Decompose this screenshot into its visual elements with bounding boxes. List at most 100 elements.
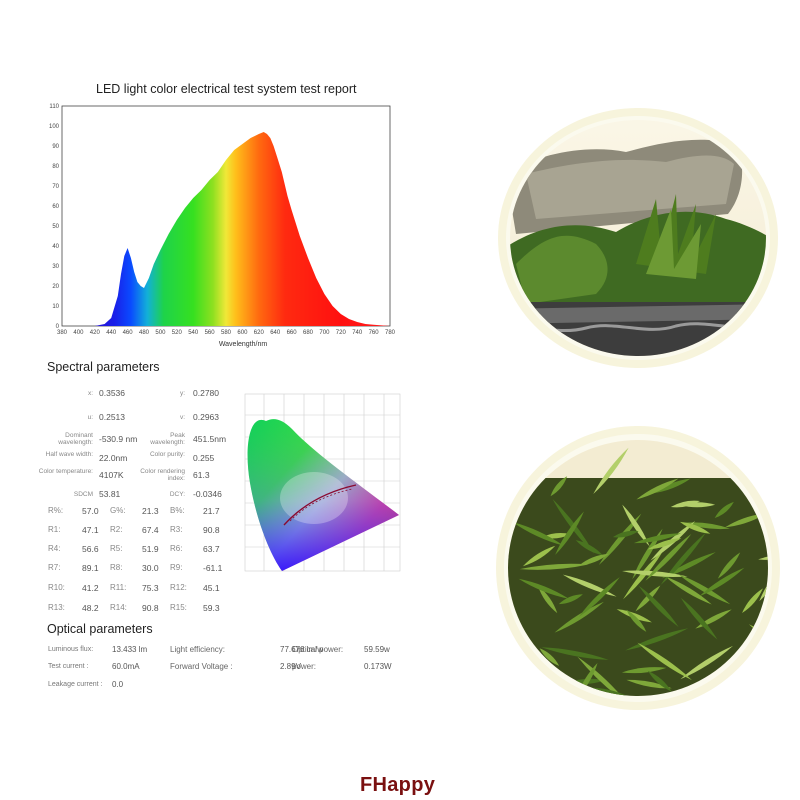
optical-value: 0.173W: [364, 662, 392, 671]
r-value: 21.3: [142, 506, 159, 516]
y-tick-label: 50: [52, 224, 59, 230]
x-tick-label: 600: [237, 330, 248, 336]
optical-parameters-title: Optical parameters: [47, 622, 153, 636]
r-label: R3:: [170, 525, 183, 534]
r-label: R15:: [170, 603, 187, 612]
r-value: 51.9: [142, 544, 159, 554]
r-label: R7:: [48, 563, 61, 572]
param-value: 61.3: [193, 470, 210, 480]
optical-label: Luminous flux:: [48, 646, 94, 653]
r-value: 63.7: [203, 544, 220, 554]
x-tick-label: 480: [139, 330, 150, 336]
y-tick-label: 10: [52, 304, 59, 310]
optical-value: 13.433 lm: [112, 645, 148, 654]
optical-label: Test current :: [48, 663, 89, 670]
param-value: 451.5nm: [193, 434, 227, 444]
x-tick-label: 740: [352, 330, 363, 336]
x-tick-label: 680: [303, 330, 314, 336]
r-label: R%:: [48, 506, 64, 515]
r-label: R10:: [48, 583, 65, 592]
r-value: 75.3: [142, 583, 159, 593]
r-label: R9:: [170, 563, 183, 572]
optical-value: 2.89V: [280, 662, 301, 671]
planckian-locus: [283, 484, 357, 526]
cie-diagram: [244, 393, 401, 572]
r-value: 47.1: [82, 525, 99, 535]
y-tick-label: 110: [49, 104, 59, 110]
r-label: R14:: [110, 603, 127, 612]
r-value: 67.4: [142, 525, 159, 535]
optical-value: 60.0mA: [112, 662, 140, 671]
param-value: -530.9 nm: [99, 434, 138, 444]
chart-title: LED light color electrical test system t…: [96, 82, 357, 96]
param-label: Half wave width:: [45, 451, 93, 458]
x-tick-label: 760: [369, 330, 380, 336]
y-tick-label: 60: [52, 204, 59, 210]
y-tick-label: 20: [52, 284, 59, 290]
r-value: -61.1: [203, 563, 223, 573]
r-label: R12:: [170, 583, 187, 592]
grass-plant-photo: [496, 426, 780, 710]
r-label: R13:: [48, 603, 65, 612]
y-tick-label: 30: [52, 264, 59, 270]
x-tick-label: 540: [188, 330, 199, 336]
r-value: 48.2: [82, 603, 99, 613]
optical-label: Light efficiency:: [170, 645, 225, 654]
x-tick-label: 780: [385, 330, 396, 336]
x-tick-label: 580: [221, 330, 232, 336]
param-label: Peak wavelength:: [150, 432, 185, 446]
r-label: R11:: [110, 583, 127, 592]
optical-label: Forward Voltage :: [170, 662, 233, 671]
param-value: 53.81: [99, 489, 121, 499]
param-value: -0.0346: [193, 489, 222, 499]
param-value: 0.2780: [193, 388, 219, 398]
x-axis-label: Wavelength/nm: [219, 341, 268, 348]
brand-watermark: FHappy: [360, 774, 436, 796]
r-value: 57.0: [82, 506, 99, 516]
x-tick-label: 640: [270, 330, 281, 336]
r-label: R2:: [110, 525, 123, 534]
y-tick-label: 70: [52, 184, 59, 190]
y-tick-label: 0: [56, 324, 60, 330]
x-tick-label: 500: [155, 330, 166, 336]
param-label: x:: [87, 390, 93, 397]
x-tick-label: 620: [254, 330, 265, 336]
param-value: 0.255: [193, 453, 215, 463]
r-label: B%:: [170, 506, 185, 515]
r-label: G%:: [110, 506, 126, 515]
optical-label: Leakage current :: [48, 681, 103, 688]
x-tick-label: 380: [57, 330, 68, 336]
param-value: 0.3536: [99, 388, 125, 398]
param-label: DCY:: [169, 491, 185, 498]
r-label: R8:: [110, 563, 123, 572]
param-label: Color purity:: [149, 451, 185, 458]
param-label: v:: [179, 414, 185, 421]
r-value: 59.3: [203, 603, 220, 613]
rock-plant-photo: [498, 108, 778, 368]
spectrum-area: [78, 132, 391, 326]
optical-value: 59.59w: [364, 645, 390, 654]
param-label: y:: [179, 390, 185, 397]
r-value: 90.8: [203, 525, 220, 535]
optical-value: 0.0: [112, 680, 124, 689]
r-value: 30.0: [142, 563, 159, 573]
r-value: 45.1: [203, 583, 220, 593]
spectral-parameters-title: Spectral parameters: [47, 360, 160, 374]
param-value: 0.2963: [193, 412, 219, 422]
x-tick-label: 420: [90, 330, 101, 336]
optical-value: 77.676 lm/w: [280, 645, 324, 654]
x-tick-label: 400: [73, 330, 84, 336]
r-value: 41.2: [82, 583, 99, 593]
spectrum-chart: 0 10 20 30 40 50 60 70 80 90 100 110 380 400 420 440 46…: [49, 104, 396, 348]
r-label: R5:: [110, 544, 123, 553]
x-tick-label: 560: [205, 330, 216, 336]
param-label: Color rendering index:: [140, 468, 185, 482]
optical-label: power:: [292, 662, 317, 671]
x-tick-label: 720: [336, 330, 347, 336]
r-value: 56.6: [82, 544, 99, 554]
r-value: 90.8: [142, 603, 159, 613]
x-tick-label: 520: [172, 330, 183, 336]
x-tick-label: 460: [123, 330, 134, 336]
r-label: R6:: [170, 544, 183, 553]
y-tick-label: 90: [52, 144, 59, 150]
